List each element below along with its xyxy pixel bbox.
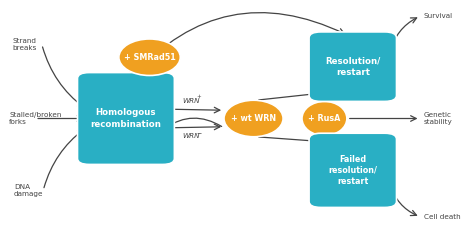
- FancyBboxPatch shape: [309, 32, 397, 101]
- Text: DNA
damage: DNA damage: [14, 184, 44, 197]
- FancyBboxPatch shape: [309, 133, 397, 207]
- Text: + SMRad51: + SMRad51: [124, 53, 175, 62]
- Text: Strand
breaks: Strand breaks: [12, 38, 37, 51]
- Text: Resolution/
restart: Resolution/ restart: [325, 57, 381, 77]
- Text: Cell death: Cell death: [424, 214, 460, 220]
- FancyBboxPatch shape: [77, 73, 174, 164]
- Text: Homologous
recombination: Homologous recombination: [91, 109, 161, 128]
- Text: Stalled/broken
forks: Stalled/broken forks: [9, 112, 62, 125]
- Ellipse shape: [224, 100, 283, 137]
- Text: WRN: WRN: [182, 133, 200, 139]
- Text: Genetic
stability: Genetic stability: [424, 112, 452, 125]
- Ellipse shape: [119, 39, 180, 76]
- Text: +: +: [196, 94, 201, 99]
- Ellipse shape: [302, 101, 347, 136]
- Text: Failed
resolution/
restart: Failed resolution/ restart: [328, 155, 377, 186]
- Text: Survival: Survival: [424, 13, 453, 19]
- Text: + RusA: + RusA: [308, 114, 341, 123]
- Text: + wt WRN: + wt WRN: [231, 114, 276, 123]
- Text: −: −: [196, 130, 201, 135]
- Text: WRN: WRN: [182, 98, 200, 104]
